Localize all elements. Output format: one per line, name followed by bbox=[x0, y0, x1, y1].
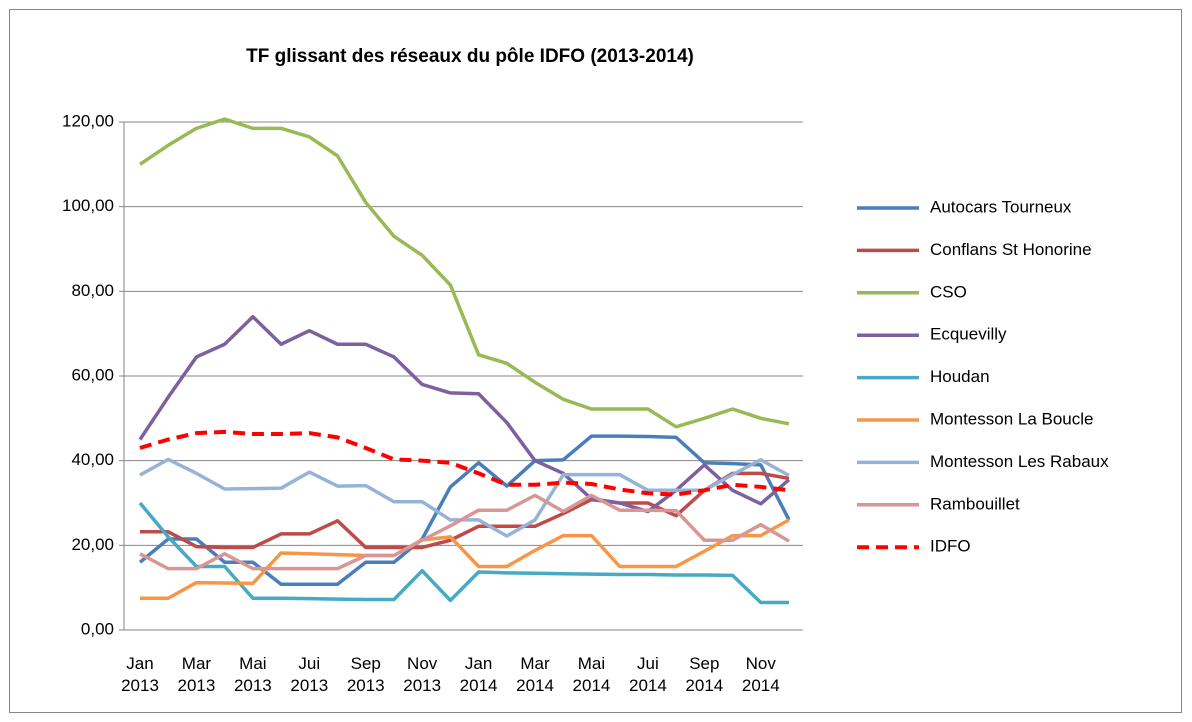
x-tick-label: Sep 2014 bbox=[685, 654, 724, 695]
y-tick-label: 120,00 bbox=[62, 111, 114, 130]
series-line bbox=[138, 434, 791, 587]
x-tick-label: Nov 2013 bbox=[403, 654, 442, 695]
legend-label: Montesson Les Rabaux bbox=[930, 452, 1109, 471]
legend-label: Montesson La Boucle bbox=[930, 409, 1094, 428]
y-tick-label: 20,00 bbox=[71, 535, 114, 554]
x-tick-label: Jan 2013 bbox=[121, 654, 159, 695]
x-tick-label: Jui 2013 bbox=[290, 654, 329, 695]
x-tick-label: Sep 2013 bbox=[346, 654, 385, 695]
y-tick-label: 80,00 bbox=[71, 281, 114, 300]
legend-label: Conflans St Honorine bbox=[930, 240, 1092, 259]
legend-label: IDFO bbox=[930, 537, 971, 556]
x-tick-label: Mai 2013 bbox=[233, 654, 272, 695]
legend-label: CSO bbox=[930, 282, 967, 301]
series-line bbox=[140, 471, 790, 550]
x-tick-label: Nov 2014 bbox=[741, 654, 780, 695]
series-line bbox=[139, 493, 790, 571]
y-tick-label: 40,00 bbox=[71, 450, 114, 469]
series-line bbox=[138, 501, 789, 605]
legend-label: Autocars Tourneux bbox=[930, 197, 1072, 216]
x-tick-label: Jan 2014 bbox=[459, 654, 498, 695]
series-line bbox=[139, 117, 790, 429]
x-tick-label: Mar 2013 bbox=[177, 654, 216, 695]
x-tick-label: Mai 2014 bbox=[572, 654, 611, 695]
y-tick-label: 60,00 bbox=[71, 365, 114, 384]
x-tick-label: Jui 2014 bbox=[628, 654, 667, 695]
series-line bbox=[140, 518, 790, 600]
legend-label: Rambouillet bbox=[930, 494, 1020, 513]
series-line bbox=[139, 429, 790, 497]
y-tick-label: 0,00 bbox=[81, 619, 114, 638]
y-tick-label: 100,00 bbox=[62, 196, 114, 215]
x-tick-label: Mar 2014 bbox=[516, 654, 554, 695]
legend-label: Ecquevilly bbox=[930, 325, 1007, 344]
legend-label: Houdan bbox=[930, 367, 990, 386]
chart-border bbox=[9, 9, 1182, 713]
chart-title: TF glissant des réseaux du pôle IDFO (20… bbox=[246, 46, 694, 67]
series-line bbox=[138, 314, 791, 514]
